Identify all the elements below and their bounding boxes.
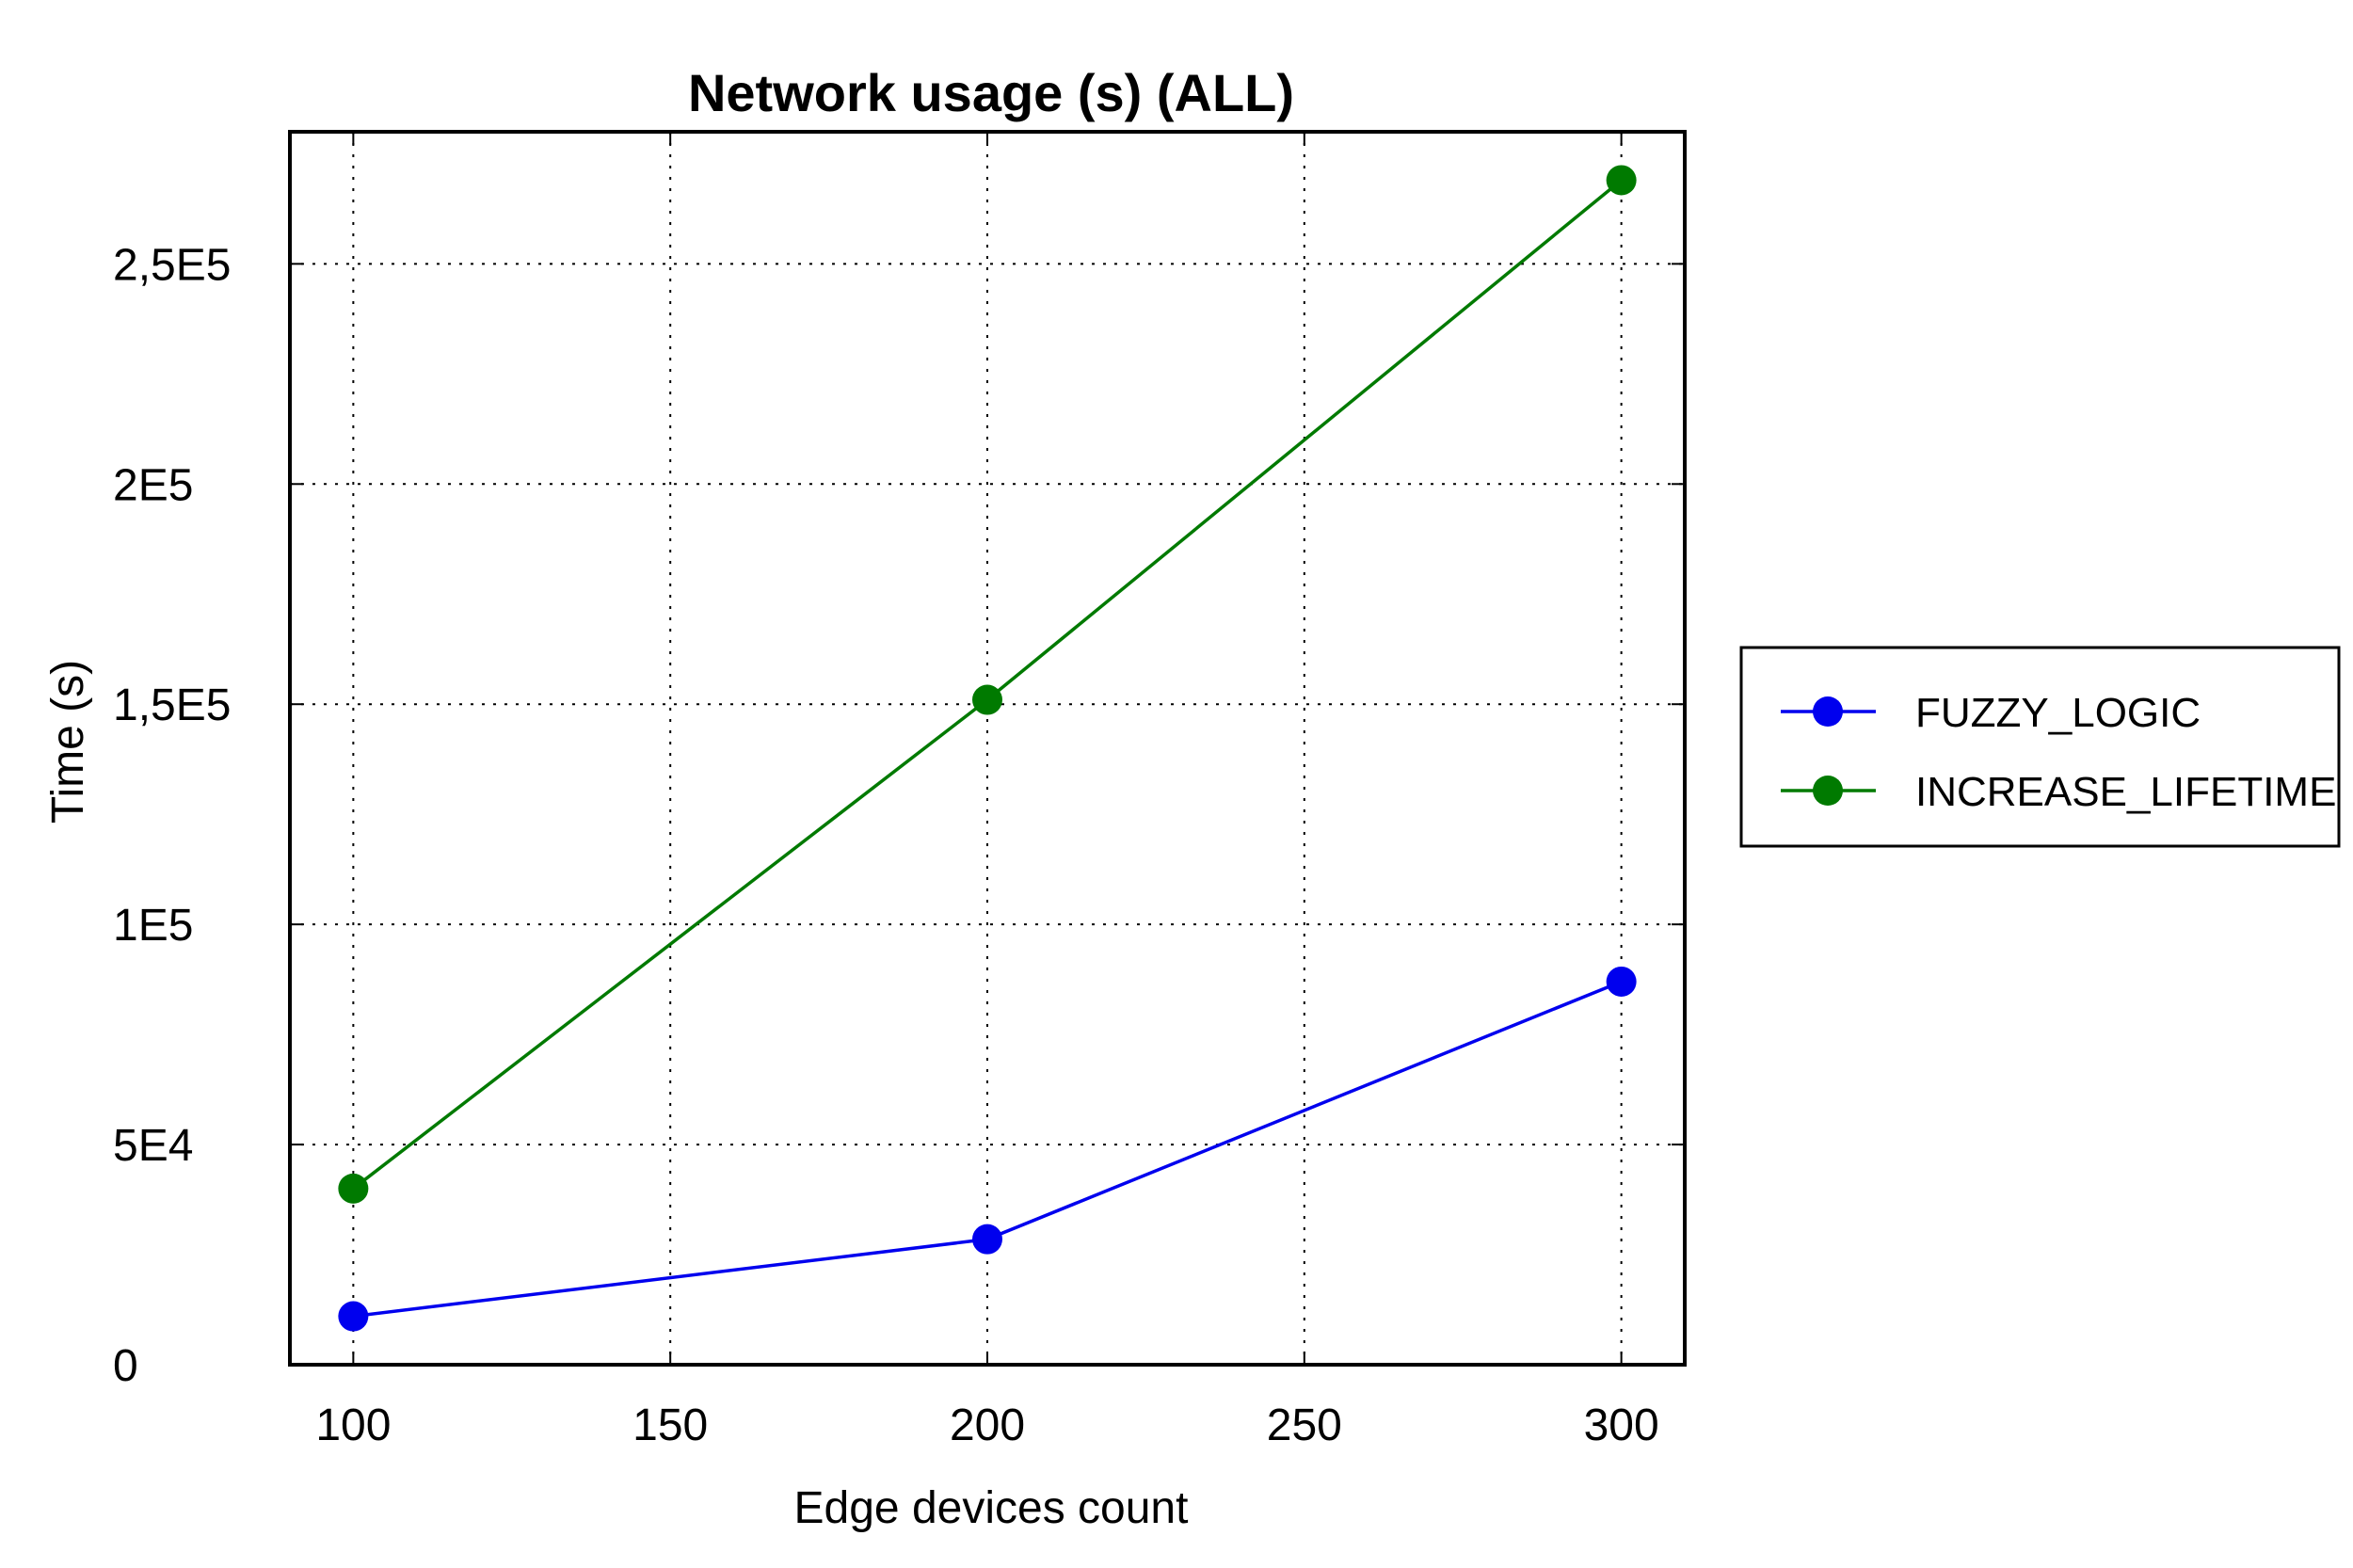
legend-label: INCREASE_LIFETIME (1915, 769, 2336, 815)
y-tick-label: 2E5 (113, 460, 193, 510)
y-tick-label: 1E5 (113, 901, 193, 951)
x-tick-label: 150 (632, 1400, 708, 1450)
data-point (1606, 966, 1637, 997)
data-point (1606, 165, 1637, 196)
x-tick-label: 100 (315, 1400, 391, 1450)
legend-item: FUZZY_LOGIC (1781, 690, 2201, 736)
chart-title: Network usage (s) (ALL) (688, 63, 1294, 122)
x-tick-label: 250 (1267, 1400, 1342, 1450)
data-point (972, 1224, 1002, 1255)
y-tick-label: 2,5E5 (113, 240, 231, 290)
series-fuzzy-logic (338, 966, 1637, 1332)
data-point (972, 684, 1002, 715)
y-tick-labels: 0 5E4 1E5 1,5E5 2E5 2,5E5 (113, 240, 231, 1391)
data-point (338, 1173, 369, 1204)
y-tick-label: 1,5E5 (113, 680, 231, 730)
axis-ticks (290, 132, 1685, 1366)
y-axis-label: Time (s) (43, 660, 93, 824)
x-tick-label: 300 (1584, 1400, 1659, 1450)
grid-lines (290, 132, 1685, 1366)
x-axis-label: Edge devices count (794, 1483, 1189, 1533)
y-tick-label: 0 (113, 1341, 138, 1391)
legend-marker (1813, 696, 1843, 727)
legend-box (1739, 646, 2341, 848)
legend-label: FUZZY_LOGIC (1915, 690, 2201, 736)
legend-marker (1813, 776, 1843, 806)
data-point (338, 1301, 369, 1332)
x-tick-label: 200 (950, 1400, 1025, 1450)
y-tick-label: 5E4 (113, 1121, 193, 1171)
series-increase-lifetime (338, 165, 1637, 1204)
x-tick-labels: 100 150 200 250 300 (315, 1400, 1658, 1450)
legend-item: INCREASE_LIFETIME (1781, 769, 2336, 815)
series-layer (338, 165, 1637, 1332)
legend: FUZZY_LOGIC INCREASE_LIFETIME (1739, 646, 2341, 848)
plot-frame (288, 130, 1687, 1367)
